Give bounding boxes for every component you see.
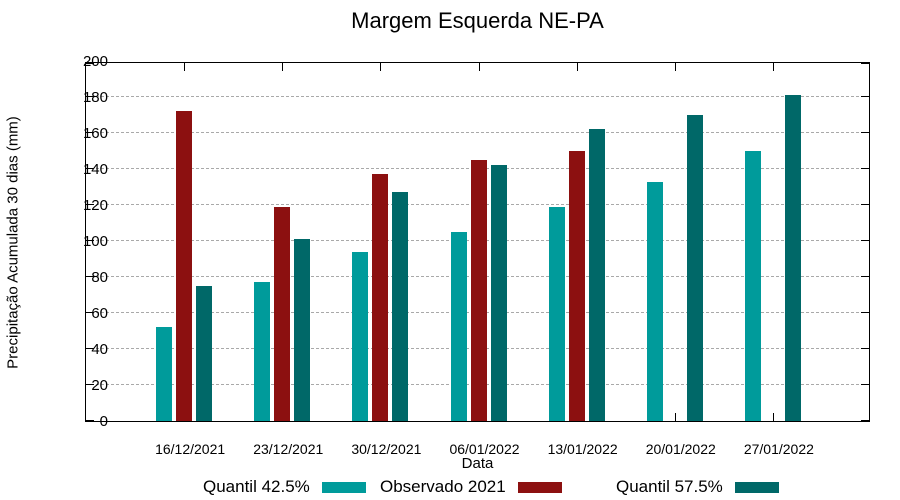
y-tick-label: 40 bbox=[91, 341, 108, 358]
y-tick-label: 140 bbox=[82, 161, 108, 178]
bar-observado-2021 bbox=[470, 160, 487, 421]
bar-observado-2021 bbox=[274, 206, 291, 421]
bar-quantil-57-5- bbox=[686, 115, 703, 421]
y-tick bbox=[86, 204, 94, 205]
y-tick bbox=[86, 96, 94, 97]
x-tick bbox=[282, 63, 284, 71]
x-axis-label: Data bbox=[461, 455, 494, 472]
x-tick-label: 30/12/2021 bbox=[351, 441, 422, 457]
plot-area bbox=[85, 62, 870, 422]
bar-quantil-57-5- bbox=[784, 95, 801, 421]
y-tick bbox=[861, 348, 869, 349]
y-tick bbox=[86, 348, 94, 349]
x-tick bbox=[184, 63, 186, 71]
x-tick-label: 06/01/2022 bbox=[449, 441, 520, 457]
y-tick-label: 100 bbox=[82, 233, 108, 250]
y-tick bbox=[861, 63, 869, 64]
y-tick bbox=[861, 420, 869, 421]
y-tick bbox=[861, 276, 869, 277]
y-tick bbox=[861, 240, 869, 241]
y-tick bbox=[86, 132, 94, 133]
legend-entry-quantil-42: Quantil 42.5% bbox=[203, 477, 366, 497]
y-tick bbox=[86, 168, 94, 169]
y-tick bbox=[86, 276, 94, 277]
x-tick bbox=[772, 63, 774, 71]
y-tick bbox=[86, 384, 94, 385]
x-tick bbox=[380, 63, 382, 71]
bar-quantil-57-5- bbox=[490, 165, 507, 421]
legend-swatch-teal bbox=[321, 481, 366, 493]
bar-quantil-42-5- bbox=[156, 327, 173, 421]
y-tick-label: 200 bbox=[82, 53, 108, 70]
chart-title: Margem Esquerda NE-PA bbox=[351, 8, 604, 33]
legend-label: Quantil 42.5% bbox=[203, 477, 310, 496]
y-tick bbox=[86, 240, 94, 241]
x-tick bbox=[576, 63, 578, 71]
bar-quantil-57-5- bbox=[588, 129, 605, 421]
bar-observado-2021 bbox=[176, 111, 193, 421]
y-tick-label: 180 bbox=[82, 89, 108, 106]
x-tick-label: 20/01/2022 bbox=[645, 441, 716, 457]
legend-label: Quantil 57.5% bbox=[616, 477, 723, 496]
legend-entry-quantil-57: Quantil 57.5% bbox=[616, 477, 779, 497]
bar-quantil-57-5- bbox=[392, 192, 409, 421]
x-tick-label: 23/12/2021 bbox=[253, 441, 324, 457]
y-tick bbox=[86, 420, 94, 421]
y-tick bbox=[861, 204, 869, 205]
gridline bbox=[86, 96, 869, 97]
gridline bbox=[86, 132, 869, 133]
x-tick-label: 13/01/2022 bbox=[547, 441, 618, 457]
bar-observado-2021 bbox=[372, 174, 389, 421]
x-tick bbox=[772, 413, 774, 421]
y-tick-label: 160 bbox=[82, 125, 108, 142]
x-tick-label: 16/12/2021 bbox=[155, 441, 226, 457]
x-tick bbox=[478, 63, 480, 71]
bar-quantil-42-5- bbox=[450, 232, 467, 421]
legend-swatch-dark-teal bbox=[734, 481, 779, 493]
y-tick-label: 60 bbox=[91, 305, 108, 322]
y-tick bbox=[86, 63, 94, 64]
x-tick bbox=[674, 63, 676, 71]
legend: Quantil 42.5% Observado 2021 Quantil 57.… bbox=[0, 477, 900, 497]
y-axis-label: Precipitação Acumulada 30 dias (mm) bbox=[4, 116, 22, 369]
x-tick-label: 27/01/2022 bbox=[743, 441, 814, 457]
y-tick bbox=[86, 312, 94, 313]
bar-quantil-42-5- bbox=[548, 206, 565, 421]
y-tick-label: 0 bbox=[99, 413, 108, 430]
y-tick bbox=[861, 132, 869, 133]
legend-entry-observado: Observado 2021 bbox=[380, 477, 562, 497]
y-tick bbox=[861, 96, 869, 97]
bar-quantil-42-5- bbox=[352, 251, 369, 421]
bar-quantil-42-5- bbox=[646, 181, 663, 421]
y-tick bbox=[861, 384, 869, 385]
bar-quantil-57-5- bbox=[196, 286, 213, 421]
bar-quantil-57-5- bbox=[294, 239, 311, 421]
bar-observado-2021 bbox=[568, 151, 585, 421]
y-tick-label: 80 bbox=[91, 269, 108, 286]
x-tick bbox=[674, 413, 676, 421]
y-tick bbox=[861, 312, 869, 313]
y-tick-label: 120 bbox=[82, 197, 108, 214]
legend-swatch-dark-red bbox=[517, 481, 562, 493]
bar-quantil-42-5- bbox=[744, 151, 761, 421]
legend-label: Observado 2021 bbox=[380, 477, 506, 496]
y-tick-label: 20 bbox=[91, 377, 108, 394]
bar-quantil-42-5- bbox=[254, 282, 271, 421]
y-tick bbox=[861, 168, 869, 169]
